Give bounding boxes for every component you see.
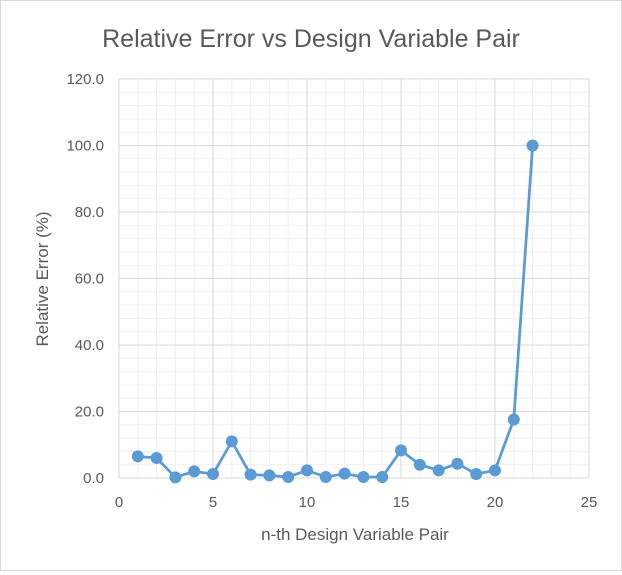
data-point: [225, 435, 238, 448]
data-point: [451, 457, 464, 470]
series-line: [137, 145, 534, 479]
data-point: [169, 471, 182, 484]
data-point: [207, 468, 219, 481]
y-tick-label: 0.0: [83, 470, 104, 487]
data-point: [131, 450, 144, 463]
data-point: [413, 458, 426, 471]
data-point: [301, 464, 313, 477]
y-axis-label: Relative Error (%): [33, 211, 52, 346]
x-axis-label: n-th Design Variable Pair: [261, 525, 449, 544]
data-point: [338, 467, 351, 480]
x-tick-label: 5: [209, 494, 217, 511]
data-point: [244, 468, 257, 481]
data-point: [507, 413, 520, 426]
x-tick-label: 10: [299, 494, 316, 511]
major-grid: [118, 78, 590, 479]
series-group: [131, 139, 539, 484]
y-tick-label: 100.0: [66, 138, 104, 155]
data-point: [489, 464, 501, 477]
data-point: [263, 469, 276, 482]
data-point: [357, 471, 370, 484]
x-tick-label: 25: [581, 494, 598, 511]
chart-title: Relative Error vs Design Variable Pair: [102, 25, 520, 53]
data-point: [395, 444, 407, 457]
data-point: [319, 471, 332, 484]
y-axis-ticks: 0.0 20.0 40.0 60.0 80.0 100.0 120.0: [66, 71, 104, 487]
data-point: [432, 464, 445, 477]
y-tick-label: 80.0: [75, 204, 104, 221]
y-tick-label: 120.0: [66, 71, 104, 88]
y-tick-label: 20.0: [75, 404, 104, 421]
y-tick-label: 60.0: [75, 271, 104, 288]
data-point: [282, 471, 295, 484]
data-point: [526, 139, 539, 152]
x-tick-label: 0: [115, 494, 123, 511]
data-point: [376, 471, 389, 484]
data-point: [150, 452, 163, 465]
data-point: [470, 468, 483, 481]
x-axis-ticks: 0 5 10 15 20 25: [115, 494, 598, 511]
x-tick-label: 15: [393, 494, 410, 511]
y-tick-label: 40.0: [75, 337, 104, 354]
x-tick-label: 20: [487, 494, 504, 511]
data-point: [188, 465, 201, 478]
